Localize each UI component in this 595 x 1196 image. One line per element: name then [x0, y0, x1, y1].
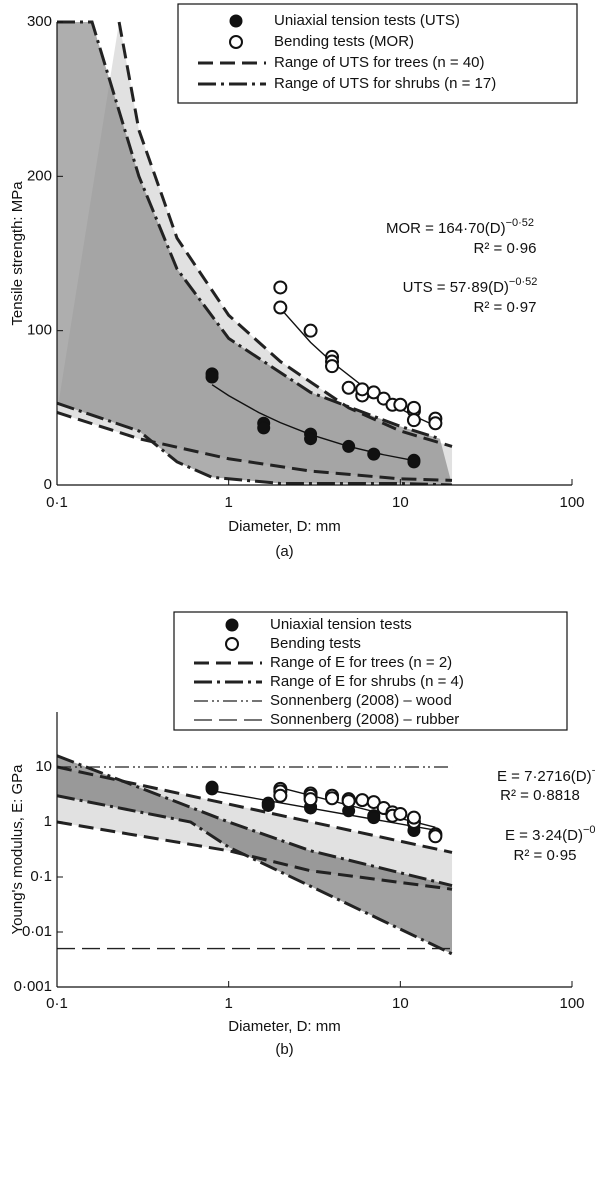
data-point	[355, 382, 370, 397]
data-point	[261, 798, 275, 812]
plot-area	[57, 754, 453, 956]
panel-label: (a)	[275, 543, 293, 560]
legend-label: Range of UTS for trees (n = 40)	[274, 54, 485, 71]
data-point	[366, 385, 381, 400]
range-line	[57, 20, 441, 441]
y-tick-label: 0	[44, 476, 52, 493]
range-line	[57, 794, 453, 956]
y-tick-label: 10	[35, 758, 52, 775]
range-line	[117, 21, 453, 448]
annotation: R² = 0·8818	[500, 787, 580, 804]
y-tick-label: 0·1	[30, 868, 52, 885]
data-point	[303, 792, 318, 807]
legend-marker	[229, 35, 243, 49]
legend-label: Sonnenberg (2008) – rubber	[270, 711, 459, 728]
x-axis-title: Diameter, D: mm	[228, 1018, 341, 1035]
legend-label: Bending tests	[270, 635, 361, 652]
annotation: UTS = 57·89(D)−0·52	[403, 276, 538, 296]
annotation: R² = 0·95	[514, 847, 577, 864]
y-axis-title: Young's modulus, E: GPa	[9, 764, 26, 935]
data-point	[341, 380, 356, 395]
data-point	[393, 397, 408, 412]
data-point	[355, 793, 370, 808]
annotation-text: R² = 0·96	[474, 240, 537, 257]
data-point	[205, 782, 219, 796]
data-point	[325, 791, 340, 806]
data-point	[366, 795, 381, 810]
range-shade	[57, 22, 453, 485]
legend-label: Uniaxial tension tests	[270, 616, 412, 633]
x-tick-label: 1	[224, 494, 232, 511]
annotation-text: MOR = 164·70(D)	[386, 220, 506, 237]
data-point	[406, 400, 421, 415]
annotation-text: R² = 0·8818	[500, 787, 580, 804]
data-point	[273, 300, 288, 315]
legend-marker	[225, 637, 239, 651]
data-point	[273, 280, 288, 295]
annotation-text: R² = 0·95	[514, 847, 577, 864]
data-point	[428, 416, 443, 431]
x-tick-label: 100	[559, 995, 584, 1012]
annotation: E = 3·24(D)−0·55	[505, 824, 595, 844]
data-point	[273, 788, 288, 803]
data-point	[406, 413, 421, 428]
annotation-exponent: −0·79	[592, 765, 595, 777]
y-axis-title: Tensile strength: MPa	[9, 181, 26, 326]
range-line	[57, 401, 453, 485]
legend-label: Range of E for shrubs (n = 4)	[270, 673, 464, 690]
annotation: E = 7·2716(D)−0·79	[497, 765, 595, 785]
data-point	[367, 811, 381, 825]
x-tick-label: 1	[224, 995, 232, 1012]
range-shade	[57, 755, 453, 954]
data-point	[342, 439, 356, 453]
legend-label: Sonnenberg (2008) – wood	[270, 692, 452, 709]
data-point	[393, 806, 408, 821]
y-tick-label: 1	[44, 813, 52, 830]
annotation-text: E = 3·24(D)	[505, 827, 583, 844]
legend-box	[173, 611, 568, 731]
data-point	[304, 432, 318, 446]
y-tick-label: 100	[27, 322, 52, 339]
annotation: R² = 0·96	[474, 240, 537, 257]
data-point	[341, 794, 356, 809]
data-point	[406, 810, 421, 825]
y-tick-label: 0·01	[22, 923, 52, 940]
y-tick-label: 0·001	[14, 978, 52, 995]
data-point	[257, 421, 271, 435]
data-point	[205, 370, 219, 384]
legend-label: Uniaxial tension tests (UTS)	[274, 12, 460, 29]
annotation: MOR = 164·70(D)−0·52	[386, 217, 534, 237]
data-point	[325, 359, 340, 374]
legend-marker	[225, 618, 239, 632]
x-tick-label: 10	[392, 995, 409, 1012]
legend-box	[177, 3, 578, 104]
legend-label: Range of E for trees (n = 2)	[270, 654, 452, 671]
data-point	[428, 829, 443, 844]
data-point	[303, 323, 318, 338]
x-tick-label: 0·1	[46, 494, 68, 511]
y-tick-label: 200	[27, 167, 52, 184]
annotation-text: E = 7·2716(D)	[497, 768, 592, 785]
x-tick-label: 10	[392, 494, 409, 511]
legend-marker	[229, 14, 243, 28]
panel-label: (b)	[275, 1041, 293, 1058]
legend-label: Bending tests (MOR)	[274, 33, 414, 50]
y-tick-label: 300	[27, 13, 52, 30]
fit-line	[211, 790, 436, 831]
range-line	[57, 754, 453, 887]
data-point	[407, 455, 421, 469]
annotation-text: R² = 0·97	[474, 299, 537, 316]
annotation-text: UTS = 57·89(D)	[403, 279, 509, 296]
x-axis-title: Diameter, D: mm	[228, 518, 341, 535]
range-line	[57, 411, 453, 482]
x-tick-label: 100	[559, 494, 584, 511]
annotation-exponent: −0·52	[509, 276, 537, 288]
data-point	[367, 447, 381, 461]
annotation: R² = 0·97	[474, 299, 537, 316]
annotation-exponent: −0·55	[583, 824, 595, 836]
x-tick-label: 0·1	[46, 995, 68, 1012]
annotation-exponent: −0·52	[506, 217, 534, 229]
legend-label: Range of UTS for shrubs (n = 17)	[274, 75, 496, 92]
